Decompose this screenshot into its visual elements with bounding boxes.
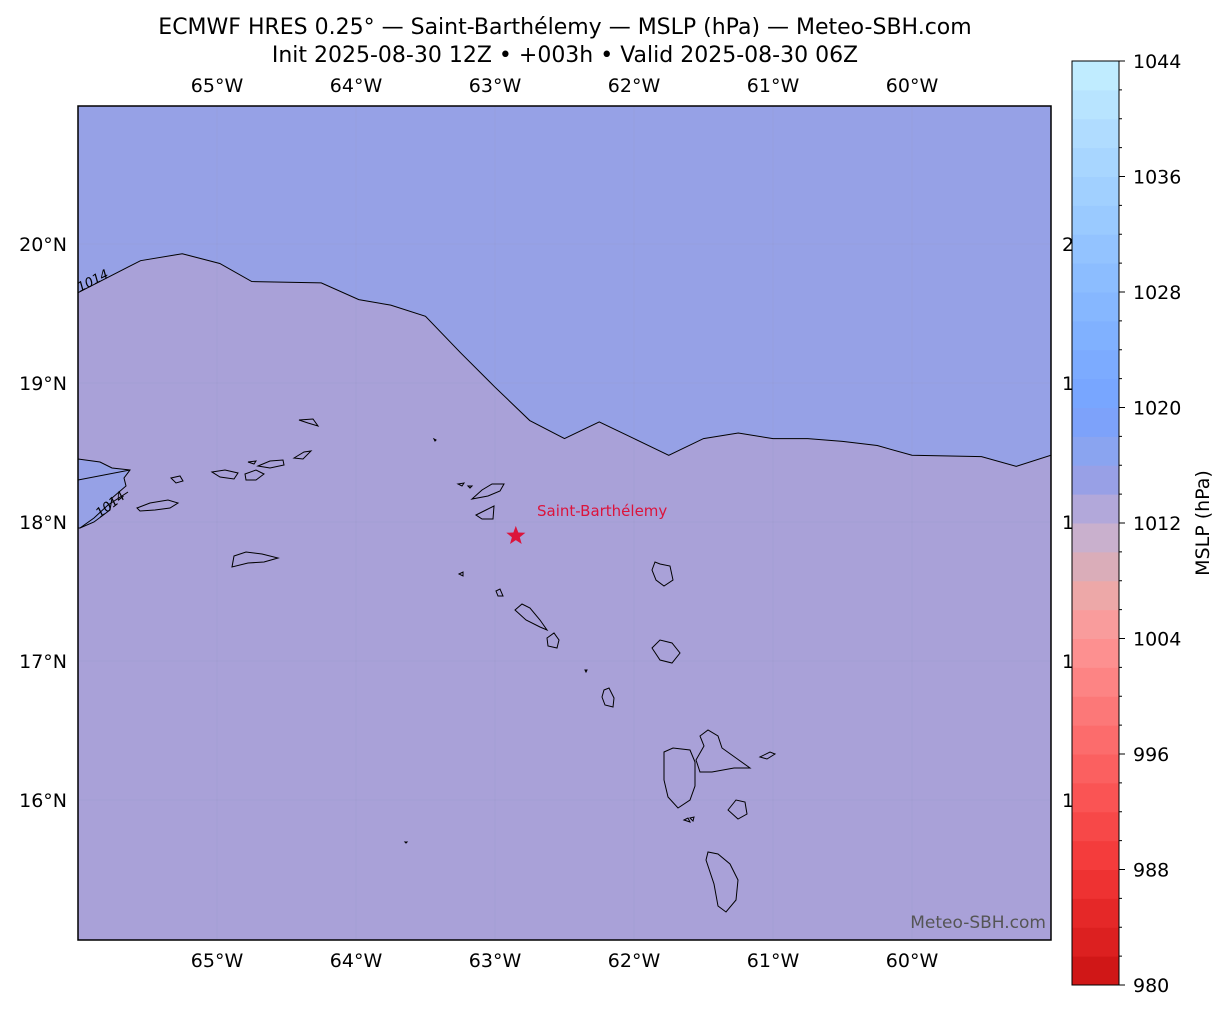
colorbar-band: [1072, 292, 1119, 321]
sombrero-coast: [434, 439, 436, 441]
colorbar-tick-label: 988: [1133, 860, 1169, 882]
colorbar-band: [1072, 494, 1119, 523]
left-lat-tick-label: 20°N: [19, 234, 67, 256]
colorbar-ticks: 980 988 996 1004 1012 1020 1028 1036 1044: [1119, 51, 1181, 997]
top-lon-tick-label: 65°W: [191, 75, 244, 97]
colorbar-tick-label: 1028: [1133, 282, 1181, 304]
colorbar-band: [1072, 927, 1119, 956]
colorbar-band: [1072, 812, 1119, 841]
top-lon-tick-label: 61°W: [747, 75, 800, 97]
colorbar-bands: [1072, 61, 1119, 986]
redonda-coast: [585, 670, 587, 672]
top-lon-tick-label: 60°W: [886, 75, 939, 97]
colorbar-tick-label: 980: [1133, 975, 1169, 997]
colorbar-band: [1072, 408, 1119, 437]
colorbar-band: [1072, 898, 1119, 927]
chart-title: ECMWF HRES 0.25° — Saint-Barthélemy — MS…: [158, 15, 971, 40]
map-panel[interactable]: 1014 1014 Saint-Barthélemy Meteo-SBH.com: [75, 106, 1051, 940]
watermark: Meteo-SBH.com: [910, 913, 1046, 933]
colorbar-band: [1072, 841, 1119, 870]
colorbar-tick-label: 1044: [1133, 51, 1181, 73]
colorbar-band: [1072, 234, 1119, 263]
bottom-lon-tick-label: 60°W: [886, 950, 939, 972]
colorbar-band: [1072, 610, 1119, 639]
colorbar-tick-label: 1036: [1133, 167, 1181, 189]
left-lat-tick-label: 19°N: [19, 373, 67, 395]
location-label: Saint-Barthélemy: [537, 502, 667, 520]
bottom-lon-tick-label: 62°W: [608, 950, 661, 972]
top-lon-tick-label: 63°W: [469, 75, 522, 97]
left-lat-tick-label: 17°N: [19, 651, 67, 673]
colorbar-band: [1072, 119, 1119, 148]
colorbar-tick-label: 1020: [1133, 398, 1181, 420]
top-lon-tick-label: 62°W: [608, 75, 661, 97]
colorbar-band: [1072, 61, 1119, 90]
colorbar-band: [1072, 350, 1119, 379]
colorbar-band: [1072, 696, 1119, 725]
colorbar-band: [1072, 552, 1119, 581]
colorbar-band: [1072, 90, 1119, 119]
colorbar-band: [1072, 725, 1119, 754]
colorbar-band: [1072, 783, 1119, 812]
colorbar-band: [1072, 581, 1119, 610]
bottom-lon-tick-label: 63°W: [469, 950, 522, 972]
colorbar-band: [1072, 321, 1119, 350]
colorbar-tick-label: 996: [1133, 744, 1169, 766]
colorbar-band: [1072, 667, 1119, 696]
colorbar-band: [1072, 436, 1119, 465]
chart-subtitle: Init 2025-08-30 12Z • +003h • Valid 2025…: [272, 43, 858, 68]
aves-coast: [405, 842, 407, 843]
colorbar-tick-label: 1012: [1133, 513, 1181, 535]
colorbar-band: [1072, 263, 1119, 292]
colorbar-band: [1072, 465, 1119, 494]
colorbar-band: [1072, 956, 1119, 985]
svg-text:MSLP (hPa): MSLP (hPa): [1192, 470, 1214, 576]
top-lon-tick-label: 64°W: [330, 75, 383, 97]
colorbar: 980 988 996 1004 1012 1020 1028 1036 1044 MSLP (…: [1072, 51, 1214, 997]
bottom-lon-tick-label: 61°W: [747, 950, 800, 972]
colorbar-band: [1072, 523, 1119, 552]
left-lat-tick-label: 16°N: [19, 790, 67, 812]
colorbar-tick-label: 1004: [1133, 629, 1181, 651]
left-lat-tick-label: 18°N: [19, 512, 67, 534]
colorbar-band: [1072, 754, 1119, 783]
colorbar-band: [1072, 177, 1119, 206]
colorbar-band: [1072, 205, 1119, 234]
colorbar-band: [1072, 639, 1119, 668]
bottom-lon-tick-label: 64°W: [330, 950, 383, 972]
colorbar-band: [1072, 870, 1119, 899]
colorbar-band: [1072, 379, 1119, 408]
colorbar-band: [1072, 148, 1119, 177]
colorbar-label: MSLP (hPa): [1192, 470, 1214, 576]
bottom-lon-tick-label: 65°W: [191, 950, 244, 972]
